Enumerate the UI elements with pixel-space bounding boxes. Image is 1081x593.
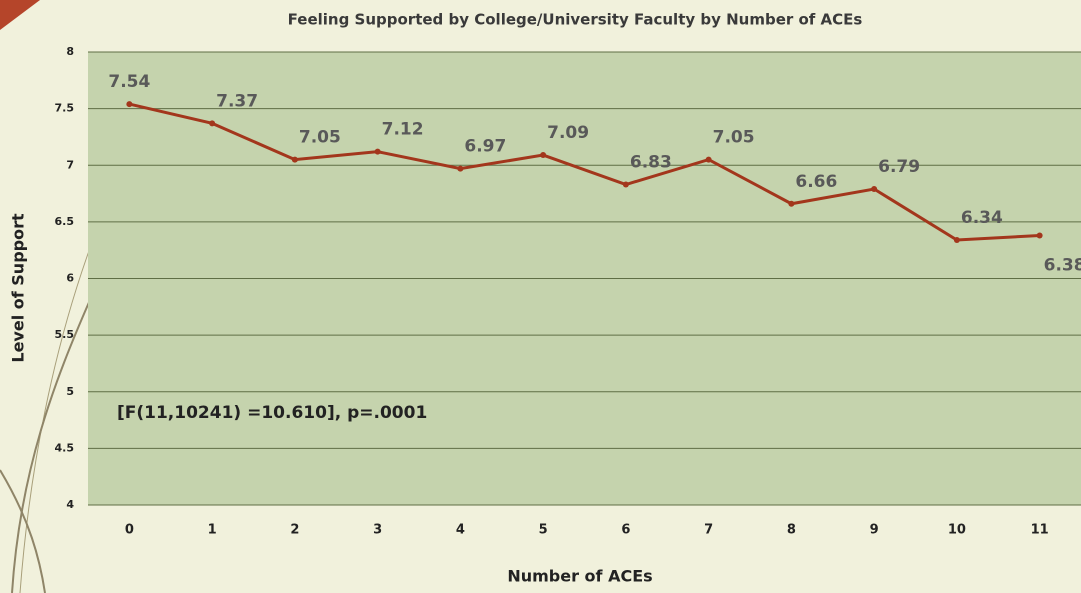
data-label: 7.09 — [547, 123, 589, 143]
data-point — [374, 148, 381, 155]
data-point — [126, 101, 133, 108]
y-tick-label: 7.5 — [55, 102, 75, 115]
data-label: 7.05 — [299, 128, 341, 148]
data-label: 6.97 — [464, 137, 506, 157]
x-tick-label: 10 — [948, 523, 966, 538]
decoration — [11, 299, 91, 593]
data-point — [871, 186, 878, 193]
x-tick-label: 11 — [1031, 523, 1049, 538]
data-label: 6.79 — [878, 157, 920, 177]
data-line — [129, 102, 1040, 242]
x-tick-label: 3 — [373, 523, 382, 538]
data-label: 6.34 — [961, 208, 1003, 228]
data-point — [209, 120, 216, 127]
data-label: 7.37 — [216, 91, 258, 111]
decoration — [0, 469, 46, 593]
data-label: 7.05 — [713, 128, 755, 148]
y-tick-label: 5.5 — [55, 328, 75, 341]
data-point — [705, 156, 712, 163]
data-point — [1036, 232, 1043, 239]
data-label: 6.83 — [630, 153, 672, 173]
data-label: 7.54 — [108, 72, 150, 92]
x-tick-label: 6 — [621, 523, 630, 538]
x-tick-label: 1 — [208, 523, 217, 538]
y-axis-label: Level of Support — [9, 213, 28, 363]
corner-decoration — [0, 0, 40, 30]
y-tick-label: 4.5 — [55, 441, 75, 454]
x-tick-label: 5 — [539, 523, 548, 538]
x-tick-label: 0 — [125, 523, 134, 538]
data-label: 6.38 — [1044, 255, 1081, 275]
data-point — [622, 181, 629, 188]
y-tick-label: 7 — [66, 158, 74, 171]
y-tick-label: 6 — [66, 272, 74, 285]
x-tick-label: 4 — [456, 523, 465, 538]
x-tick-label: 7 — [704, 523, 713, 538]
chart-title: Feeling Supported by College/University … — [288, 11, 863, 29]
y-tick-label: 8 — [66, 45, 74, 58]
x-axis-label: Number of ACEs — [507, 567, 652, 586]
annotation: [F(11,10241) =10.610], p=.0001 — [117, 403, 427, 423]
x-tick-label: 9 — [870, 523, 879, 538]
data-point — [540, 152, 547, 159]
data-label: 6.66 — [795, 172, 837, 192]
data-point — [788, 200, 795, 207]
data-label: 7.12 — [382, 120, 424, 140]
data-point — [953, 236, 960, 243]
y-tick-label: 5 — [66, 385, 74, 398]
x-tick-label: 8 — [787, 523, 796, 538]
data-point — [291, 156, 298, 163]
y-tick-label: 6.5 — [55, 215, 75, 228]
data-point — [457, 165, 464, 172]
x-tick-label: 2 — [290, 523, 299, 538]
y-tick-label: 4 — [66, 498, 74, 511]
